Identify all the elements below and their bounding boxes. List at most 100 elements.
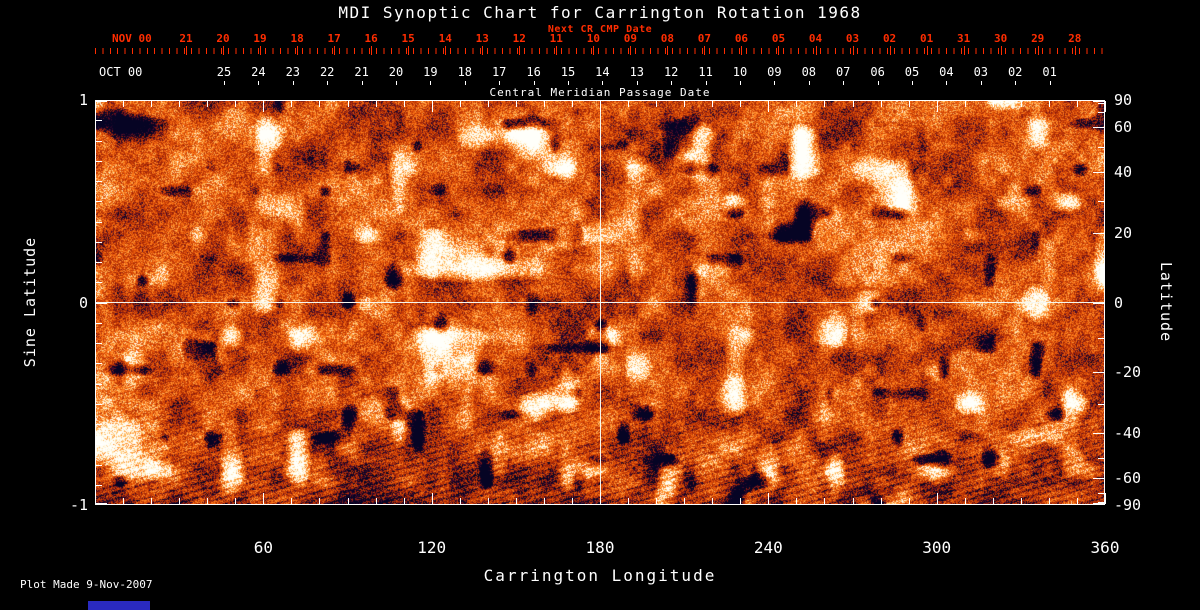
cmp-date-tick	[602, 81, 603, 85]
longitude-minor-tick-top	[404, 101, 405, 107]
sine-latitude-minor-tick	[96, 444, 102, 445]
longitude-minor-tick	[796, 498, 797, 504]
cmp-date-tick	[809, 81, 810, 85]
longitude-major-tick-top	[263, 101, 264, 112]
red-cmp-date-tick	[482, 46, 483, 55]
sine-latitude-minor-tick	[96, 424, 102, 425]
red-cmp-date-tick	[260, 46, 261, 55]
cmp-date-label: 20	[388, 65, 404, 79]
cmp-date-label: 15	[560, 65, 576, 79]
longitude-minor-tick-top	[993, 101, 994, 107]
cmp-date-label: 11	[698, 65, 713, 79]
latitude-tick-label: 0	[1114, 293, 1124, 312]
longitude-minor-tick-top	[516, 101, 517, 107]
longitude-tick-label: 240	[753, 538, 783, 557]
longitude-minor-tick-top	[544, 101, 545, 107]
sine-latitude-minor-tick	[96, 323, 102, 324]
sine-latitude-tick-label: 1	[78, 91, 88, 109]
latitude-minor-tick	[1098, 201, 1104, 202]
latitude-tick-label: -60	[1114, 468, 1142, 487]
crosshair-horizontal-line	[96, 302, 1104, 303]
sine-latitude-minor-tick	[96, 282, 102, 283]
sine-latitude-minor-tick	[96, 363, 102, 364]
red-cmp-date-tick	[630, 46, 631, 55]
red-cmp-date-label: 02	[882, 32, 897, 45]
longitude-major-tick	[600, 493, 601, 504]
longitude-minor-tick	[1077, 498, 1078, 504]
cmp-date-label: 17	[491, 65, 507, 79]
latitude-major-tick	[1093, 303, 1104, 304]
cmp-date-label: 03	[973, 65, 989, 79]
sine-latitude-minor-tick	[96, 161, 102, 162]
red-cmp-date-label: 28	[1068, 32, 1082, 45]
longitude-minor-tick	[1049, 498, 1050, 504]
longitude-minor-tick	[993, 498, 994, 504]
longitude-minor-tick	[740, 498, 741, 504]
longitude-minor-tick-top	[824, 101, 825, 107]
latitude-major-tick	[1093, 433, 1104, 434]
cmp-date-tick	[878, 81, 879, 85]
latitude-major-tick	[1093, 233, 1104, 234]
cmp-date-tick	[362, 81, 363, 85]
sine-latitude-minor-tick	[96, 384, 102, 385]
cmp-date-label: 16	[526, 65, 541, 79]
sine-latitude-minor-tick	[96, 120, 102, 121]
sine-latitude-minor-tick	[96, 343, 102, 344]
cmp-date-label: 24	[251, 65, 266, 79]
longitude-major-tick	[768, 493, 769, 504]
cmp-date-tick	[1015, 81, 1016, 85]
longitude-minor-tick-top	[796, 101, 797, 107]
longitude-minor-tick-top	[319, 101, 320, 107]
red-cmp-date-tick	[1075, 46, 1076, 55]
red-cmp-date-label: 01	[919, 32, 934, 45]
longitude-minor-tick-top	[376, 101, 377, 107]
sine-latitude-minor-tick	[96, 201, 102, 202]
red-cmp-date-label: 06	[734, 32, 749, 45]
longitude-minor-tick-top	[965, 101, 966, 107]
longitude-minor-tick	[544, 498, 545, 504]
latitude-minor-tick	[1098, 267, 1104, 268]
longitude-minor-tick-top	[1049, 101, 1050, 107]
longitude-tick-label: 60	[253, 538, 273, 557]
longitude-minor-tick	[151, 498, 152, 504]
sine-latitude-major-tick	[96, 101, 107, 102]
latitude-minor-tick	[1098, 147, 1104, 148]
longitude-minor-tick-top	[656, 101, 657, 107]
latitude-minor-tick	[1098, 103, 1104, 104]
longitude-minor-tick-top	[881, 101, 882, 107]
longitude-minor-tick-top	[179, 101, 180, 107]
red-cmp-date-label: 08	[660, 32, 674, 45]
red-cmp-date-label: 16	[364, 32, 378, 45]
red-cmp-date-tick	[778, 46, 779, 55]
cmp-date-tick	[981, 81, 982, 85]
longitude-minor-tick-top	[853, 101, 854, 107]
latitude-minor-tick	[1098, 493, 1104, 494]
cmp-date-tick	[843, 81, 844, 85]
latitude-tick-label: 90	[1114, 91, 1133, 109]
longitude-major-tick	[937, 493, 938, 504]
red-cmp-date-tick	[853, 46, 854, 55]
cmp-date-label: 21	[354, 65, 369, 79]
longitude-tick-label: 180	[585, 538, 615, 557]
red-cmp-date-tick	[408, 46, 409, 55]
longitude-major-tick-top	[600, 101, 601, 112]
cmp-date-label: 18	[457, 65, 473, 79]
longitude-major-tick-top	[937, 101, 938, 112]
red-cmp-date-tick	[445, 46, 446, 55]
red-cmp-date-label: 21	[179, 32, 193, 45]
longitude-minor-tick	[853, 498, 854, 504]
red-cmp-date-tick	[667, 46, 668, 55]
red-cmp-date-label: 13	[475, 32, 489, 45]
plot-frame	[95, 100, 1105, 505]
red-cmp-date-label: 11	[549, 32, 563, 45]
carrington-longitude-axis-title: Carrington Longitude	[483, 566, 717, 585]
cmp-date-label: 19	[423, 65, 438, 79]
red-cmp-date-tick	[704, 46, 705, 55]
cmp-date-tick	[568, 81, 569, 85]
cmp-month-label: OCT 00	[99, 65, 143, 79]
longitude-minor-tick-top	[460, 101, 461, 107]
cmp-date-tick	[430, 81, 431, 85]
cmp-date-tick	[912, 81, 913, 85]
cmp-date-tick	[327, 81, 328, 85]
